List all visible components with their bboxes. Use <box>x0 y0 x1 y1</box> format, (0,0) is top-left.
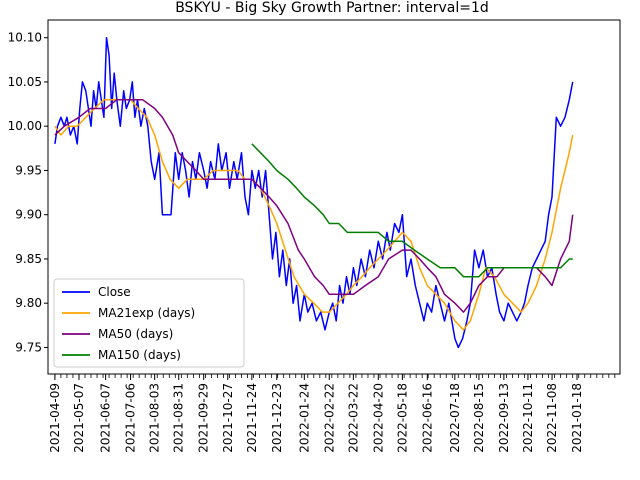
x-tick-label: 2021-04-09 <box>48 383 62 453</box>
y-tick-label: 9.85 <box>15 252 42 266</box>
legend-label: MA50 (days) <box>98 327 173 341</box>
chart-title: BSKYU - Big Sky Growth Partner: interval… <box>175 0 489 16</box>
x-tick-label: 2021-12-23 <box>270 383 284 453</box>
x-tick-label: 2021-08-03 <box>148 383 162 453</box>
series-line-ma50-days <box>54 98 574 313</box>
y-tick-label: 10.00 <box>8 119 42 133</box>
legend-box <box>53 278 245 368</box>
y-tick-label: 10.05 <box>8 75 42 89</box>
x-tick-label: 2022-08-15 <box>472 383 486 453</box>
legend: Close MA21exp (days) MA50 (days) MA150 (day… <box>53 278 245 368</box>
x-tick-label: 2022-05-18 <box>395 383 409 453</box>
x-tick-label: 2022-07-18 <box>448 383 462 453</box>
x-tick-label: 2021-05-07 <box>72 383 86 453</box>
legend-label: MA21exp (days) <box>98 306 195 320</box>
x-tick-label: 2022-04-20 <box>371 383 385 453</box>
x-tick-label: 2022-03-22 <box>346 383 360 453</box>
x-tick-label: 2021-08-31 <box>172 383 186 453</box>
x-tick-label: 2021-07-06 <box>124 383 138 453</box>
x-tick-label: 2021-01-18 <box>570 383 584 453</box>
legend-label: MA150 (days) <box>98 348 181 362</box>
series-line-close <box>54 36 574 349</box>
x-tick-label: 2022-11-08 <box>545 383 559 453</box>
y-tick-label: 9.95 <box>15 163 42 177</box>
series-line-ma21exp-days <box>54 98 574 331</box>
y-tick-label: 9.80 <box>15 296 42 310</box>
y-tick-label: 9.75 <box>15 340 42 354</box>
x-tick-label: 2022-01-24 <box>297 383 311 453</box>
series-layer <box>54 36 574 349</box>
legend-label: Close <box>98 285 131 299</box>
x-tick-label: 2021-11-24 <box>245 383 259 453</box>
y-tick-label: 10.10 <box>8 31 42 45</box>
x-tick-label: 2022-02-22 <box>322 383 336 453</box>
x-tick-label: 2021-06-07 <box>99 383 113 453</box>
x-tick-label: 2022-09-13 <box>497 383 511 453</box>
series-line-ma150-days <box>251 143 573 278</box>
x-tick-label: 2021-10-27 <box>221 383 235 453</box>
x-tick-label: 2021-09-29 <box>197 383 211 453</box>
x-axis: 2021-04-09 2021-05-07 2021-06-07 2021-07-06… <box>48 374 616 453</box>
x-tick-label: 2022-06-16 <box>420 383 434 453</box>
x-tick-label: 2022-10-11 <box>521 383 535 453</box>
y-tick-label: 9.90 <box>15 208 42 222</box>
y-axis: 9.75 9.80 9.85 9.90 9.95 10.00 10.05 10.10 <box>8 31 48 354</box>
